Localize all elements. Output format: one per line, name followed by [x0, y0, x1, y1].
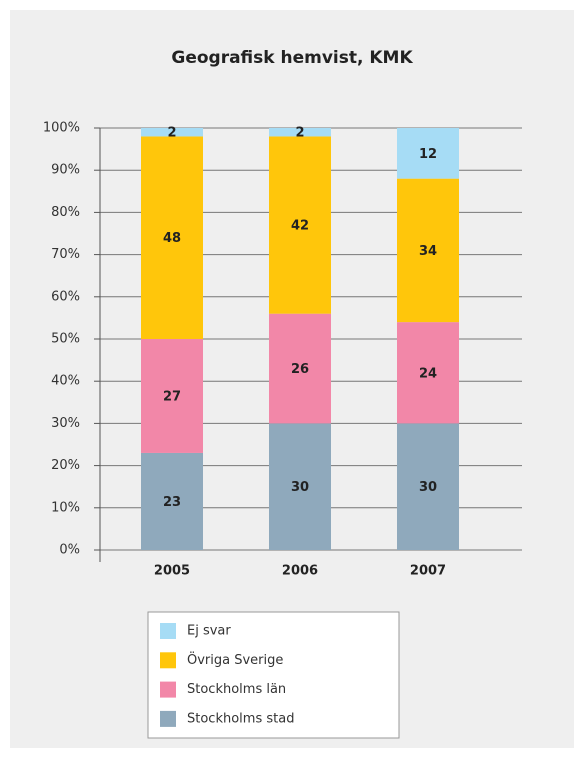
y-tick-label: 100% — [43, 121, 80, 136]
data-label: 34 — [419, 244, 437, 259]
y-tick-label: 10% — [51, 500, 80, 515]
bar-segment — [269, 128, 331, 137]
data-label: 2 — [295, 126, 304, 141]
y-tick-label: 50% — [51, 332, 80, 347]
x-tick-label: 2007 — [410, 564, 446, 579]
data-label: 24 — [419, 366, 437, 381]
legend-label: Övriga Sverige — [187, 651, 283, 668]
y-tick-label: 30% — [51, 416, 80, 431]
y-tick-label: 40% — [51, 374, 80, 389]
y-tick-label: 70% — [51, 247, 80, 262]
bar-segment — [141, 136, 203, 339]
legend-swatch — [160, 623, 176, 639]
y-tick-label: 20% — [51, 458, 80, 473]
y-tick-label: 60% — [51, 289, 80, 304]
y-tick-label: 0% — [59, 543, 80, 558]
bar-segment — [397, 423, 459, 550]
data-label: 27 — [163, 389, 181, 404]
data-label: 2 — [167, 126, 176, 141]
bar-segment — [141, 128, 203, 137]
legend — [147, 611, 400, 739]
legend-swatch — [160, 652, 176, 669]
data-label: 48 — [163, 231, 181, 246]
legend-swatch — [160, 710, 176, 727]
legend-swatch — [160, 681, 176, 698]
bar-segment — [269, 423, 331, 550]
chart-title: Geografisk hemvist, KMK — [171, 48, 413, 68]
data-label: 30 — [291, 480, 309, 495]
legend-label: Stockholms stad — [187, 711, 294, 726]
bar-segment — [269, 313, 331, 424]
bar-segment — [141, 452, 203, 550]
legend-label: Stockholms län — [187, 682, 286, 697]
data-label: 23 — [163, 495, 181, 510]
bar-segment — [397, 128, 459, 179]
x-tick-label: 2006 — [282, 564, 318, 579]
data-label: 30 — [419, 480, 437, 495]
data-label: 12 — [419, 147, 437, 162]
legend-label: Ej svar — [187, 624, 231, 639]
data-label: 42 — [291, 219, 309, 234]
bar-segment — [397, 322, 459, 424]
y-tick-label: 80% — [51, 205, 80, 220]
x-tick-label: 2005 — [154, 564, 190, 579]
bar-segment — [269, 136, 331, 314]
data-label: 26 — [291, 362, 309, 377]
bar-segment — [141, 339, 203, 453]
y-tick-label: 90% — [51, 163, 80, 178]
bar-segment — [397, 178, 459, 323]
